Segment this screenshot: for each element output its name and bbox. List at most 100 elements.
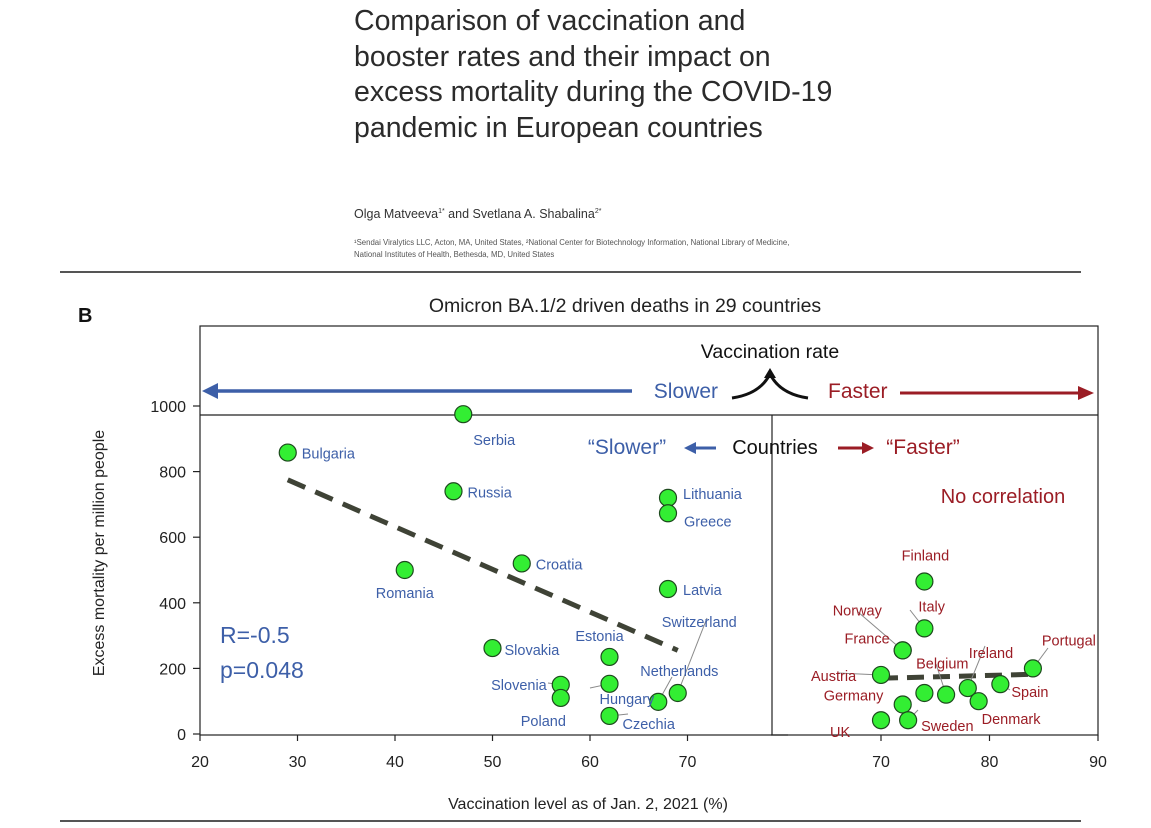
data-point (899, 711, 918, 730)
point-label: Poland (521, 714, 566, 730)
slower-arrowhead-icon (202, 383, 218, 399)
data-point (915, 619, 934, 638)
point-label: Portugal (1042, 633, 1096, 649)
point-label: Austria (811, 669, 857, 685)
data-point (658, 579, 678, 599)
point-label: Switzerland (662, 615, 737, 631)
point-labels: Bulgaria Serbia Russia Romania Croatia Lithua… (302, 433, 1096, 741)
point-label: Spain (1011, 685, 1048, 701)
data-point (444, 482, 463, 501)
point-label: Greece (684, 514, 732, 530)
correlation-p: p=0.048 (220, 657, 304, 683)
point-label: Czechia (623, 717, 676, 733)
point-label: Estonia (575, 629, 624, 645)
leader-line (677, 617, 708, 694)
author-1-affiliation-mark: 1* (438, 207, 445, 215)
x-tick-label: 40 (386, 754, 404, 771)
data-point (454, 405, 473, 424)
vaccination-rate-label: Vaccination rate (701, 341, 839, 363)
data-point (658, 504, 678, 523)
leader-line (857, 611, 904, 651)
countries-slower-label: “Slower” (588, 436, 666, 459)
point-label: Slovenia (491, 678, 548, 694)
point-label: Ireland (969, 646, 1013, 662)
x-tick-label: 50 (484, 754, 502, 771)
right-trend-line (880, 671, 1033, 681)
point-label: Latvia (683, 583, 723, 599)
faster-label: Faster (828, 380, 888, 403)
data-point (1023, 659, 1043, 678)
faster-arrowhead-icon (1078, 386, 1094, 400)
author-2-affiliation-mark: 2* (594, 207, 602, 215)
data-point (658, 488, 678, 507)
panel-label: B (78, 305, 92, 327)
point-label: Netherlands (640, 664, 718, 680)
data-point (958, 678, 977, 698)
axes: 0 200 400 600 800 1000 20 30 40 50 60 70 70 80 90 (150, 399, 1107, 771)
data-point (969, 692, 988, 711)
trend-lines (286, 477, 1033, 681)
y-tick-label: 200 (159, 661, 186, 678)
paper-affiliations: ¹Sendai Viralytics LLC, Acton, MA, Unite… (354, 238, 790, 259)
point-label: Slovakia (505, 643, 561, 659)
point-label: Italy (918, 599, 945, 615)
point-label: France (845, 631, 890, 647)
data-point (483, 638, 502, 658)
author-1: Olga Matveeva (354, 207, 439, 221)
x-tick-label: 60 (581, 754, 599, 771)
split-arrow-tip-icon (764, 368, 776, 378)
data-point (871, 711, 891, 730)
point-label: Russia (468, 485, 513, 501)
data-point (649, 692, 668, 711)
plot-frame (199, 325, 1099, 736)
correlation-r: R=-0.5 (220, 622, 290, 648)
author-2: and Svetlana A. Shabalina (444, 207, 595, 221)
point-label: Finland (902, 548, 950, 564)
countries-faster-label: “Faster” (886, 436, 960, 459)
x-tick-label: 20 (191, 754, 209, 771)
paper-title: Comparison of vaccination and booster ra… (354, 5, 833, 144)
data-point (600, 647, 619, 667)
y-tick-label: 400 (159, 596, 186, 613)
slower-label: Slower (654, 380, 718, 403)
point-label: Lithuania (683, 487, 743, 503)
data-point (893, 641, 912, 660)
point-label: UK (830, 725, 850, 741)
data-point (278, 443, 297, 462)
y-tick-label: 600 (159, 530, 186, 547)
no-correlation-annotation: No correlation (941, 486, 1066, 508)
point-label: Serbia (473, 433, 516, 449)
data-point (936, 685, 956, 704)
point-label: Romania (376, 586, 435, 602)
point-label: Sweden (921, 719, 973, 735)
x-tick-label: 80 (981, 754, 999, 771)
x-tick-label: 70 (872, 754, 890, 771)
countries-slower-arrowhead-icon (684, 442, 696, 454)
data-points (278, 405, 1043, 730)
divider-top (60, 271, 1081, 273)
y-tick-label: 1000 (150, 399, 186, 416)
point-label: Norway (833, 603, 883, 619)
x-axis-label: Vaccination level as of Jan. 2, 2021 (%) (448, 796, 728, 813)
paper-authors: Olga Matveeva1* and Svetlana A. Shabalin… (354, 207, 601, 221)
data-point (991, 675, 1010, 694)
point-label: Denmark (982, 712, 1042, 728)
data-point (600, 706, 619, 726)
y-tick-label: 0 (177, 727, 186, 744)
point-label: Germany (824, 688, 884, 704)
data-point (668, 683, 687, 703)
point-label: Croatia (536, 557, 584, 573)
point-label: Belgium (916, 657, 968, 673)
data-point (871, 665, 891, 685)
x-tick-label: 70 (679, 754, 697, 771)
countries-label: Countries (732, 437, 818, 459)
data-point (893, 695, 912, 714)
y-tick-label: 800 (159, 465, 186, 482)
data-point (512, 554, 531, 573)
data-point (395, 560, 414, 580)
chart-title: Omicron BA.1/2 driven deaths in 29 count… (429, 295, 822, 317)
x-tick-label: 90 (1089, 754, 1107, 771)
left-trend-line (286, 477, 679, 653)
divider-bottom (60, 820, 1081, 822)
